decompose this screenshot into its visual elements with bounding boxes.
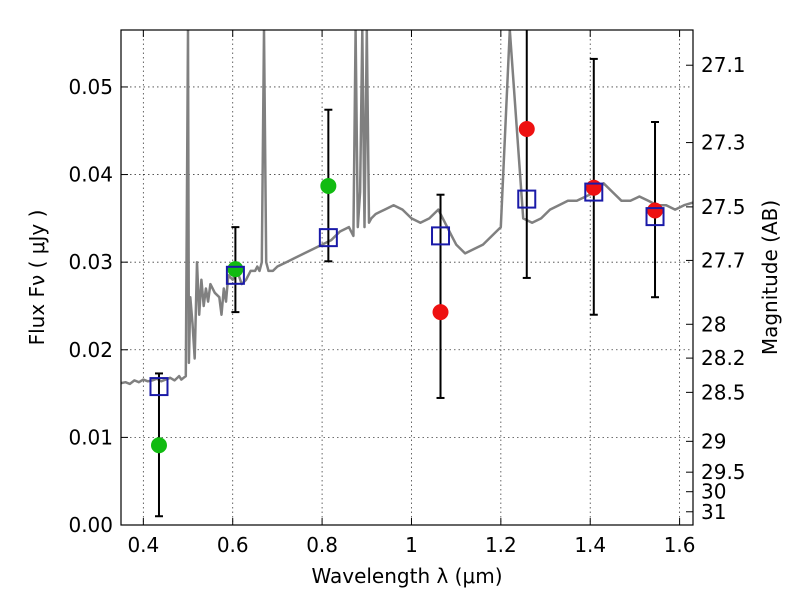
y-tick-label: 0.00 bbox=[68, 513, 113, 537]
observed-point bbox=[518, 121, 535, 137]
x-tick-label: 0.8 bbox=[306, 533, 338, 557]
right-tick-label: 28 bbox=[701, 312, 726, 336]
model-photometry-point bbox=[225, 265, 245, 285]
model-photometry-point bbox=[645, 207, 665, 227]
y-axis-label: Flux Fν ( μJy ) bbox=[25, 210, 49, 346]
axis-ticks: 0.4 0.6 0.8 1 1.2 1.4 1.6 0.00 0.01 0.02 0.03 0.04 0… bbox=[68, 30, 746, 557]
observed-point bbox=[432, 304, 449, 321]
y-tick-label: 0.02 bbox=[68, 338, 113, 362]
plot-series bbox=[121, 30, 693, 518]
observed-point bbox=[227, 261, 244, 278]
x-tick-label: 1.6 bbox=[664, 533, 696, 557]
right-tick-label: 28.2 bbox=[701, 346, 746, 370]
x-tick-label: 1.4 bbox=[574, 533, 606, 557]
model-photometry-point bbox=[517, 189, 537, 209]
observed-point bbox=[585, 179, 602, 196]
x-tick-label: 0.4 bbox=[127, 533, 159, 557]
right-tick-label: 30 bbox=[701, 480, 726, 504]
right-tick-label: 29 bbox=[701, 429, 726, 453]
right-axis-label: Magnitude (AB) bbox=[758, 200, 782, 355]
right-tick-label: 27.1 bbox=[701, 53, 746, 77]
right-tick-label: 31 bbox=[701, 500, 726, 524]
model-photometry-point bbox=[318, 228, 338, 248]
x-axis-label: Wavelength λ (μm) bbox=[311, 564, 502, 588]
x-tick-label: 1 bbox=[405, 533, 418, 557]
spectrum-line bbox=[121, 30, 693, 386]
x-tick-label: 0.6 bbox=[217, 533, 249, 557]
right-tick-label: 27.5 bbox=[701, 195, 746, 219]
y-tick-label: 0.01 bbox=[68, 425, 113, 449]
right-tick-label: 29.5 bbox=[701, 460, 746, 484]
model-photometry-point bbox=[584, 182, 604, 202]
y-tick-label: 0.05 bbox=[68, 75, 113, 99]
grid-lines bbox=[121, 30, 693, 526]
right-tick-label: 27.7 bbox=[701, 248, 746, 272]
x-tick-label: 1.2 bbox=[485, 533, 517, 557]
right-tick-label: 28.5 bbox=[701, 380, 746, 404]
plot-frame bbox=[120, 29, 694, 526]
y-tick-label: 0.03 bbox=[68, 250, 113, 274]
right-tick-label: 27.3 bbox=[701, 131, 746, 155]
y-tick-label: 0.04 bbox=[68, 163, 113, 187]
model-photometry-point bbox=[149, 377, 169, 397]
observed-point bbox=[647, 202, 664, 219]
model-photometry-point bbox=[431, 226, 451, 246]
observed-point bbox=[150, 437, 167, 454]
observed-point bbox=[320, 177, 337, 194]
